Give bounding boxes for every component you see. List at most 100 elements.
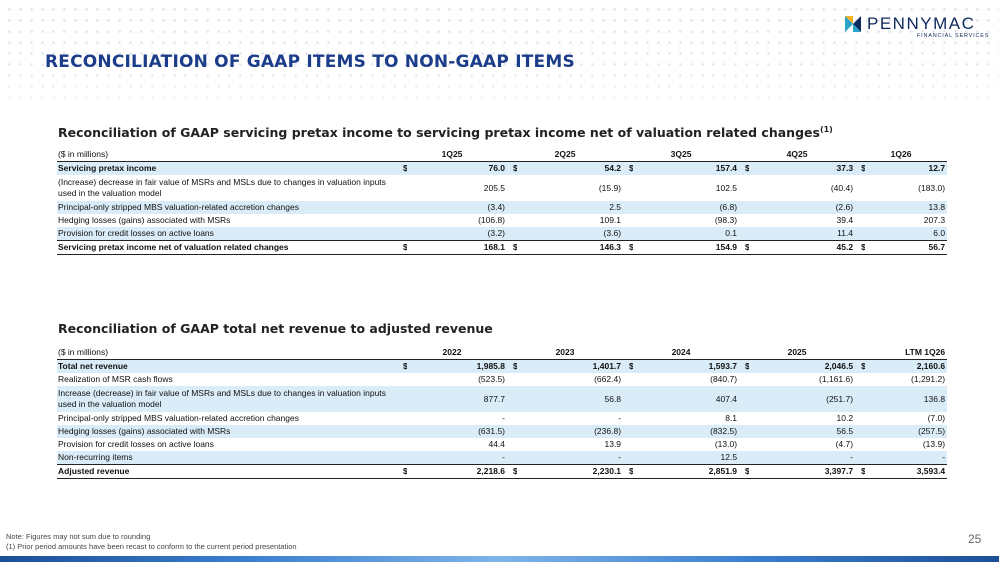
cell-value: 136.8	[865, 386, 948, 412]
cell-value: 154.9	[633, 240, 740, 255]
table1-col-3q25: 3Q25	[623, 148, 740, 162]
table1-col-1q26: 1Q26	[855, 148, 948, 162]
cell-value: 207.3	[923, 215, 946, 225]
cell-value: (40.4)	[830, 182, 854, 193]
cell-value: (13.9)	[922, 439, 946, 449]
cell-value: (236.8)	[517, 425, 624, 438]
table-row: Provision for credit losses on active lo…	[57, 438, 947, 451]
cell-value: (4.7)	[835, 439, 854, 449]
cell-value: 407.4	[633, 386, 740, 412]
table-row: Total net revenue $1,985.8 $1,401.7 $1,5…	[57, 359, 948, 373]
servicing-reconciliation-table: ($ in millions) 1Q25 2Q25 3Q25 4Q25 1Q26…	[57, 148, 948, 255]
row-label: Provision for credit losses on active lo…	[57, 227, 397, 241]
dollar-sign: $	[739, 161, 750, 175]
row-label: Hedging losses (gains) associated with M…	[57, 425, 397, 438]
cell-value: -	[865, 451, 948, 465]
cell-value: 1,401.7	[517, 359, 624, 373]
dollar-sign: $	[739, 464, 750, 479]
logo-mark-icon	[845, 16, 861, 32]
dollar-sign: $	[855, 240, 866, 255]
cell-value: 11.4	[749, 227, 856, 241]
row-label: Provision for credit losses on active lo…	[58, 439, 214, 449]
cell-value: 877.7	[407, 386, 508, 412]
table2-title: Reconciliation of GAAP total net revenue…	[58, 321, 493, 336]
table1-col-4q25: 4Q25	[739, 148, 856, 162]
table1-col-1q25: 1Q25	[397, 148, 508, 162]
cell-value: (106.8)	[478, 215, 506, 225]
dollar-sign: $	[623, 240, 634, 255]
page-title: RECONCILIATION OF GAAP ITEMS TO NON-GAAP…	[45, 52, 575, 72]
cell-value: 76.0	[407, 161, 508, 175]
cell-value: (251.7)	[749, 386, 856, 412]
dollar-sign: $	[507, 240, 518, 255]
table-row: Non-recurring items - - 12.5 - -	[57, 451, 948, 465]
page-number: 25	[968, 532, 982, 546]
row-label: (Increase) decrease in fair value of MSR…	[58, 177, 386, 198]
table1-col-2q25: 2Q25	[507, 148, 624, 162]
cell-value: (840.7)	[710, 374, 738, 384]
table2-header-row: ($ in millions) 2022 2023 2024 2025 LTM …	[57, 346, 948, 360]
cell-value: (7.0)	[927, 413, 946, 423]
dollar-sign: $	[855, 464, 866, 479]
table1-title: Reconciliation of GAAP servicing pretax …	[58, 125, 833, 140]
cell-value: 37.3	[749, 161, 856, 175]
cell-value: 10.2	[836, 413, 854, 423]
cell-value: 3,397.7	[749, 464, 856, 479]
cell-value: 2,160.6	[865, 359, 948, 373]
table-row: Realization of MSR cash flows (523.5) (6…	[57, 373, 947, 386]
cell-value: 39.4	[836, 215, 854, 225]
dollar-sign: $	[623, 161, 634, 175]
table1-header-row: ($ in millions) 1Q25 2Q25 3Q25 4Q25 1Q26	[57, 148, 948, 162]
cell-value: (98.3)	[714, 215, 738, 225]
dollar-sign: $	[855, 161, 866, 175]
cell-value: 45.2	[749, 240, 856, 255]
cell-value: (6.8)	[633, 201, 740, 214]
cell-value: (662.4)	[594, 374, 622, 384]
cell-value: 54.2	[517, 161, 624, 175]
row-label: Servicing pretax income	[57, 161, 397, 175]
cell-value: 56.8	[517, 386, 624, 412]
dollar-sign: $	[507, 161, 518, 175]
cell-value: (257.5)	[865, 425, 948, 438]
cell-value: 2,851.9	[633, 464, 740, 479]
cell-value: 12.7	[865, 161, 948, 175]
table1-unit-label: ($ in millions)	[57, 148, 397, 162]
cell-value: (183.0)	[918, 182, 946, 193]
cell-value: (15.9)	[598, 182, 622, 193]
cell-value: 8.1	[725, 413, 738, 423]
row-label: Increase (decrease) in fair value of MSR…	[57, 386, 397, 412]
cell-value: -	[407, 451, 508, 465]
cell-value: 102.5	[715, 182, 738, 193]
table-row: Provision for credit losses on active lo…	[57, 227, 948, 241]
pennymac-logo: PENNYMAC FINANCIAL SERVICES	[845, 15, 988, 39]
cell-value: 205.5	[483, 182, 506, 193]
dollar-sign: $	[397, 359, 407, 373]
cell-value: 157.4	[633, 161, 740, 175]
table-row: Principal-only stripped MBS valuation-re…	[57, 201, 948, 214]
cell-value: (631.5)	[407, 425, 508, 438]
dollar-sign: $	[855, 359, 866, 373]
cell-value: 146.3	[517, 240, 624, 255]
cell-value: 13.9	[604, 439, 622, 449]
cell-value: (13.0)	[714, 439, 738, 449]
cell-value: -	[502, 413, 506, 423]
logo-tagline: FINANCIAL SERVICES	[917, 33, 990, 39]
cell-value: 6.0	[865, 227, 948, 241]
table-row: (Increase) decrease in fair value of MSR…	[57, 175, 947, 201]
table2-col-2022: 2022	[397, 346, 508, 360]
cell-value: (1,291.2)	[911, 374, 946, 384]
cell-value: 56.5	[749, 425, 856, 438]
dollar-sign: $	[623, 359, 634, 373]
table-row: Principal-only stripped MBS valuation-re…	[57, 412, 947, 425]
cell-value: 44.4	[488, 439, 506, 449]
cell-value: 1,985.8	[407, 359, 508, 373]
table1-title-footnote-ref: (1)	[819, 125, 833, 134]
dollar-sign: $	[397, 161, 407, 175]
cell-value: (3.6)	[517, 227, 624, 241]
row-label: Principal-only stripped MBS valuation-re…	[58, 413, 299, 423]
table2-col-2024: 2024	[623, 346, 740, 360]
row-label: Adjusted revenue	[57, 464, 397, 479]
table-row: Servicing pretax income net of valuation…	[57, 240, 948, 255]
cell-value: 13.8	[865, 201, 948, 214]
table2-unit-label: ($ in millions)	[57, 346, 397, 360]
